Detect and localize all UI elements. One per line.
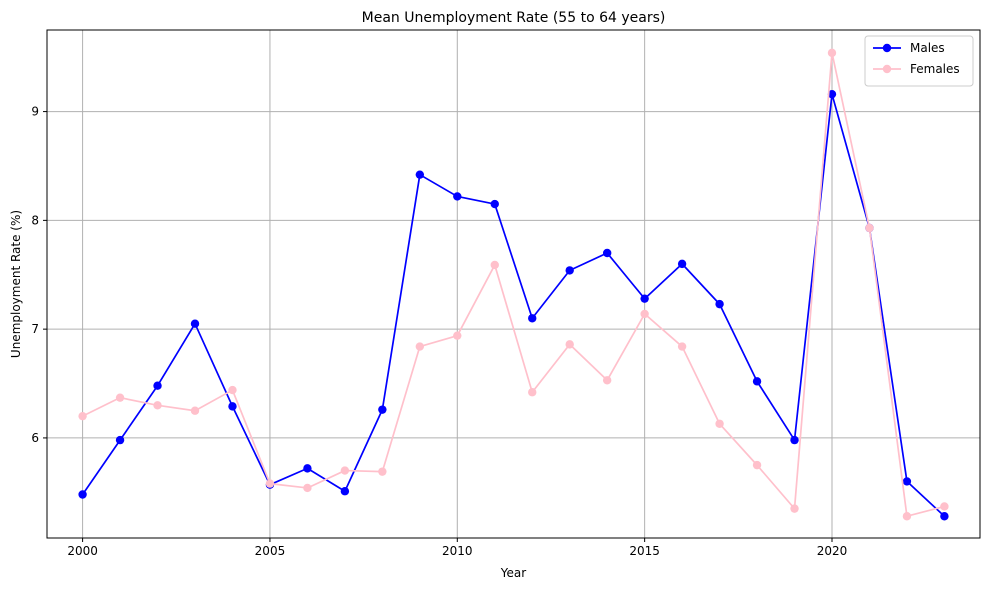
males-data-point xyxy=(340,487,350,496)
females-data-point xyxy=(228,385,237,395)
x-axis-label: Year xyxy=(500,566,526,580)
females-data-point xyxy=(940,502,949,511)
y-tick-label: 9 xyxy=(31,105,39,119)
males-data-point xyxy=(378,405,387,414)
y-tick-label: 8 xyxy=(31,213,39,227)
chart-title: Mean Unemployment Rate (55 to 64 years) xyxy=(362,10,666,26)
data-series xyxy=(78,48,949,521)
males-data-point xyxy=(752,377,762,386)
x-tick-label: 2005 xyxy=(255,544,286,558)
y-tick-label: 7 xyxy=(31,322,39,336)
males-data-point xyxy=(902,477,912,486)
males-data-point xyxy=(790,435,799,445)
females-data-point xyxy=(115,393,125,402)
y-tick-label: 6 xyxy=(31,431,39,445)
females-data-point xyxy=(378,467,387,476)
females-data-point xyxy=(602,376,612,385)
grid-lines xyxy=(47,30,980,538)
females-data-point xyxy=(528,388,537,397)
females-data-point xyxy=(303,483,312,493)
females-series-line xyxy=(82,51,945,518)
males-data-point xyxy=(78,490,87,499)
females-data-point xyxy=(78,411,87,421)
females-data-point xyxy=(865,223,874,233)
males-data-point xyxy=(715,299,724,309)
males-data-point xyxy=(415,170,425,179)
females-data-point xyxy=(790,504,799,513)
x-tick-label: 2000 xyxy=(67,544,98,558)
males-data-point xyxy=(453,192,462,201)
males-data-point xyxy=(940,512,949,521)
females-data-point xyxy=(640,309,649,319)
females-data-point xyxy=(565,340,574,349)
males-data-point xyxy=(827,89,837,99)
males-data-point xyxy=(490,199,499,209)
legend-marker-females xyxy=(882,64,892,74)
females-data-point xyxy=(677,342,687,351)
males-data-point xyxy=(528,314,537,323)
x-tick-label: 2020 xyxy=(817,544,848,558)
females-data-point xyxy=(490,260,499,270)
legend: Males Females xyxy=(864,35,974,87)
females-data-point xyxy=(902,512,912,521)
males-data-point xyxy=(677,259,687,269)
females-data-point xyxy=(190,406,200,415)
axis-ticks: 2000 2005 2010 2015 2020 6 7 8 9 xyxy=(31,105,847,558)
females-data-point xyxy=(715,419,724,428)
x-tick-label: 2010 xyxy=(442,544,473,558)
females-data-point xyxy=(153,401,162,410)
y-axis-label: Unemployment Rate (%) xyxy=(9,210,23,358)
legend-label-males: Males xyxy=(910,41,945,55)
males-data-point xyxy=(602,248,612,258)
females-data-point xyxy=(827,48,837,58)
females-data-point xyxy=(752,460,762,470)
males-data-point xyxy=(228,402,237,411)
males-data-point xyxy=(640,294,649,303)
males-series-line xyxy=(81,93,945,517)
males-data-point xyxy=(153,381,162,390)
females-data-point xyxy=(415,342,425,351)
females-data-point xyxy=(340,466,350,475)
females-data-point xyxy=(453,331,462,340)
x-tick-label: 2015 xyxy=(629,544,660,558)
legend-marker-males xyxy=(882,43,892,53)
males-data-point xyxy=(115,435,125,445)
males-data-point xyxy=(303,464,312,473)
males-data-point xyxy=(190,319,200,328)
legend-label-females: Females xyxy=(910,62,960,76)
males-data-point xyxy=(565,266,574,275)
females-data-point xyxy=(265,479,275,488)
plot-frame xyxy=(46,29,981,539)
